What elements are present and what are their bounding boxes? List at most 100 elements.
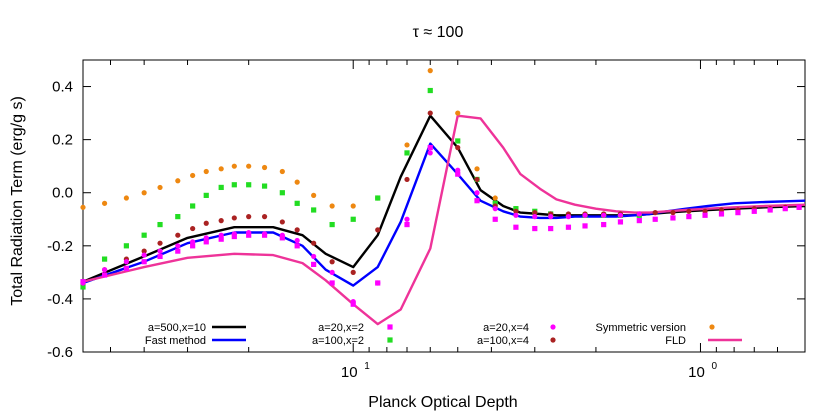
data-point [375, 227, 381, 233]
data-point [427, 150, 433, 156]
data-point [702, 208, 708, 214]
data-point [350, 216, 356, 222]
data-point [718, 207, 725, 213]
data-point [582, 212, 588, 218]
data-point [203, 192, 209, 198]
data-point [796, 204, 802, 210]
data-point [474, 176, 480, 183]
data-point [455, 167, 461, 173]
data-point [565, 214, 572, 220]
data-point [80, 204, 86, 210]
y-tick-label: 0.2 [52, 132, 73, 149]
data-point [80, 284, 86, 290]
data-point [636, 211, 642, 217]
data-point [123, 195, 129, 201]
data-point [548, 214, 554, 220]
data-point [157, 184, 163, 191]
x-tick-exponent: 0 [711, 361, 717, 372]
data-point [123, 243, 129, 249]
data-point [492, 195, 498, 201]
data-point [190, 243, 196, 249]
data-point [404, 142, 410, 148]
data-point [141, 232, 147, 238]
series-line-a-500-x-10 [82, 114, 806, 283]
data-point [513, 208, 519, 214]
legend-entry: Symmetric version [596, 322, 715, 334]
data-point [261, 214, 268, 220]
legend-swatch [550, 324, 556, 330]
legend-label: Symmetric version [596, 322, 686, 334]
data-point [474, 166, 480, 172]
legend-label: a=500,x=10 [148, 322, 206, 334]
x-tick-exponent: 1 [364, 361, 370, 372]
data-point [203, 235, 209, 241]
data-point [548, 225, 554, 232]
data-point [190, 225, 196, 232]
legend-entry: a=100,x=4 [477, 335, 556, 347]
data-point [670, 210, 676, 216]
legend-swatch [387, 324, 393, 330]
legend-label: a=100,x=4 [477, 335, 529, 347]
data-point [218, 218, 224, 224]
data-point [218, 236, 224, 242]
y-tick-label: -0.4 [47, 291, 73, 308]
data-point [218, 166, 224, 172]
data-point [157, 221, 163, 228]
data-point [279, 168, 285, 175]
y-tick-label: -0.2 [47, 238, 73, 255]
data-point [565, 224, 572, 230]
series-a-500-x-10 [82, 114, 806, 283]
x-axis: 10 1 10 0 [109, 60, 806, 381]
data-point [427, 68, 433, 74]
legend-label: a=20,x=4 [483, 322, 529, 334]
data-point [123, 259, 129, 265]
data-point [190, 172, 196, 179]
data-point [601, 212, 607, 218]
data-point [652, 216, 658, 222]
data-point [101, 272, 108, 278]
data-point [782, 206, 788, 212]
data-point [294, 200, 300, 206]
data-point [455, 110, 461, 116]
data-point [261, 164, 268, 171]
data-point [718, 211, 725, 217]
data-point [203, 220, 209, 226]
data-point [474, 190, 480, 196]
data-point [190, 203, 196, 209]
data-point [294, 237, 300, 244]
data-point [311, 240, 317, 246]
data-point [141, 259, 147, 265]
y-tick-label: 0.0 [52, 185, 73, 202]
legend-label: Fast method [145, 335, 206, 347]
legend-entry: a=500,x=10 [148, 322, 246, 334]
data-point [532, 214, 538, 220]
data-point [404, 150, 410, 156]
data-point [101, 256, 108, 262]
data-point [157, 248, 163, 254]
data-point [427, 87, 433, 94]
data-point [231, 233, 237, 240]
data-point [350, 203, 356, 209]
data-point [455, 145, 461, 151]
y-axis-title: Total Radiation Term (erg/g s) [9, 96, 26, 306]
data-point [601, 221, 607, 228]
legend-swatch [550, 337, 556, 343]
data-point [513, 212, 519, 218]
data-point [474, 198, 480, 204]
data-point [636, 218, 642, 224]
data-point [311, 253, 317, 260]
data-point [261, 183, 268, 189]
chart-title: τ ≈ 100 [413, 24, 464, 41]
data-point [329, 203, 335, 209]
data-point [294, 227, 300, 233]
series-a-20-x-4 [80, 150, 642, 305]
data-point [190, 239, 196, 245]
data-point [175, 248, 181, 254]
data-point [246, 232, 252, 238]
data-point [686, 208, 692, 214]
data-point [513, 206, 519, 212]
data-point [492, 216, 498, 222]
data-point [375, 280, 381, 286]
